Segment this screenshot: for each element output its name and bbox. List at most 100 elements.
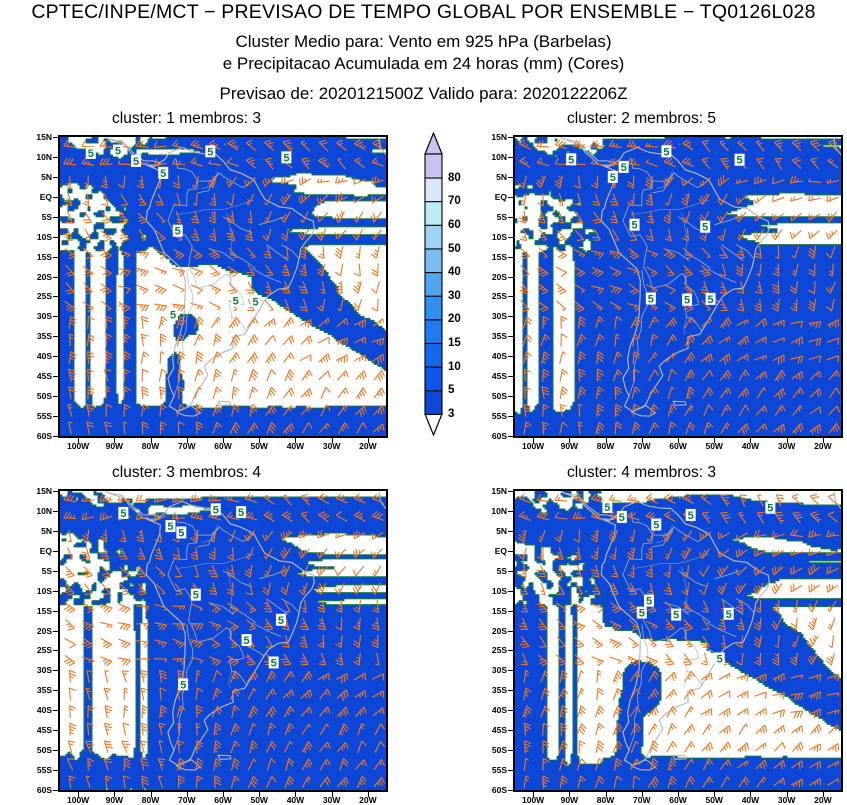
wind-barb <box>683 636 693 648</box>
wind-barb <box>754 298 762 312</box>
wind-barb <box>720 157 730 170</box>
contour-label-halo <box>602 500 613 513</box>
wind-barb <box>172 497 185 503</box>
y-axis-tick <box>53 356 59 358</box>
wind-barb <box>334 566 347 577</box>
map-outline <box>630 553 709 570</box>
wind-barb <box>771 617 782 630</box>
wind-barb <box>155 193 164 206</box>
wind-barb <box>595 758 603 771</box>
wind-barb <box>576 758 587 771</box>
wind-barb <box>208 603 221 614</box>
x-axis-label: 80W <box>141 795 160 805</box>
wind-barb <box>807 617 818 631</box>
wind-barb <box>664 653 675 666</box>
wind-barb <box>754 673 767 683</box>
wind-barb <box>698 548 711 559</box>
contour-label: 5 <box>253 296 259 308</box>
wind-barb <box>736 617 745 631</box>
x-axis-label: 60W <box>214 795 232 805</box>
wind-barb <box>576 564 582 578</box>
wind-barb <box>790 565 803 575</box>
map-outline <box>208 248 235 261</box>
wind-barb <box>772 319 785 327</box>
wind-barb <box>283 317 295 328</box>
wind-barb <box>86 722 95 736</box>
wind-barb <box>720 422 730 434</box>
wind-barb <box>68 386 77 400</box>
wind-barb <box>190 267 203 277</box>
y-axis-tick <box>53 730 59 732</box>
wind-barb <box>559 669 568 683</box>
y-axis-tick <box>53 550 59 552</box>
wind-barb <box>647 776 659 789</box>
wind-barb <box>681 177 694 187</box>
wind-barb <box>337 387 349 399</box>
wind-barb <box>84 740 94 753</box>
wind-barb <box>208 228 217 242</box>
wind-barb <box>739 494 747 507</box>
wind-barb <box>264 210 272 224</box>
wind-barb <box>243 530 255 542</box>
map-outline <box>679 143 681 145</box>
wind-barb <box>684 404 694 417</box>
wind-barb <box>591 656 604 667</box>
wind-barb <box>792 511 804 524</box>
wind-barb <box>262 228 272 241</box>
wind-barb <box>665 317 677 328</box>
wind-barb <box>738 404 750 417</box>
wind-barb <box>212 386 222 400</box>
x-axis-label: 50W <box>250 795 268 805</box>
wind-barb <box>701 600 710 613</box>
y-axis-label: 15N <box>491 486 507 496</box>
wind-barb <box>790 583 803 593</box>
wind-barb <box>316 228 327 241</box>
wind-barb <box>646 266 658 277</box>
wind-barb <box>136 284 149 295</box>
wind-barb <box>122 775 130 789</box>
wind-barb <box>213 722 222 736</box>
wind-barb <box>141 722 149 736</box>
wind-barb <box>808 178 822 183</box>
x-axis-label: 70W <box>178 795 196 805</box>
colorbar-tick-3: 3 <box>448 408 455 420</box>
wind-barb <box>153 497 167 503</box>
wind-barb <box>85 687 91 701</box>
wind-barb <box>159 421 167 435</box>
wind-barb <box>118 249 131 258</box>
wind-barb <box>649 740 659 754</box>
x-axis-label: 50W <box>250 441 268 451</box>
wind-barb <box>596 687 605 701</box>
wind-barb <box>684 316 696 329</box>
y-axis-label: 5N <box>496 171 507 182</box>
contour-label-halo <box>661 145 672 158</box>
wind-barb <box>371 157 384 167</box>
wind-barb <box>645 193 654 207</box>
wind-barb <box>771 298 780 312</box>
wind-barb <box>284 369 295 382</box>
wind-barb <box>68 315 77 329</box>
map-outline <box>197 526 254 543</box>
wind-barb <box>609 285 623 295</box>
wind-barb <box>155 566 166 578</box>
wind-barb <box>774 404 786 417</box>
wind-barb <box>211 317 221 329</box>
wind-barb <box>265 405 277 416</box>
wind-barb <box>64 193 73 206</box>
wind-barb <box>626 547 636 561</box>
wind-barb <box>320 723 330 736</box>
contour-label-halo <box>723 607 734 620</box>
wind-barb <box>592 211 602 224</box>
wind-barb <box>629 706 641 718</box>
wind-barb <box>140 403 150 417</box>
map-outline <box>735 244 755 259</box>
wind-barb <box>190 210 200 224</box>
map-outline <box>266 244 289 261</box>
wind-barb <box>523 351 532 364</box>
wind-barb <box>645 142 659 148</box>
wind-barb <box>336 706 349 718</box>
